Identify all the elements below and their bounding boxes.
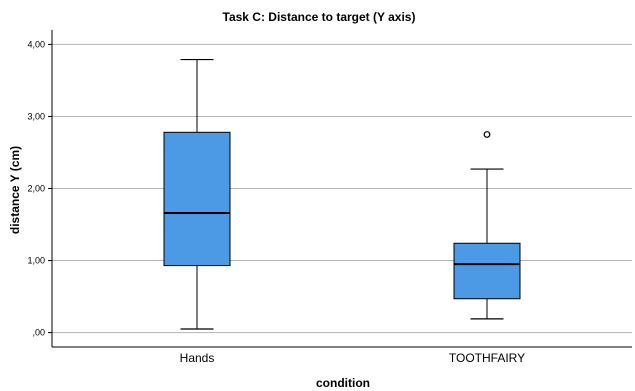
y-tick-label: 1,00 bbox=[27, 256, 45, 266]
box-iqr bbox=[453, 242, 521, 300]
chart-title: Task C: Distance to target (Y axis) bbox=[223, 10, 416, 24]
y-tick-label: 3,00 bbox=[27, 111, 45, 121]
x-category-labels: Hands TOOTHFAIRY bbox=[180, 351, 525, 365]
y-tick-label: 4,00 bbox=[27, 39, 45, 49]
box-group bbox=[453, 131, 521, 320]
box-iqr bbox=[163, 131, 231, 267]
boxes bbox=[163, 58, 521, 330]
x-category-label: TOOTHFAIRY bbox=[449, 351, 525, 365]
outlier-point bbox=[483, 131, 491, 138]
box-group bbox=[163, 58, 231, 330]
y-tick-label: ,00 bbox=[32, 328, 45, 338]
y-tick-label: 2,00 bbox=[27, 184, 45, 194]
x-category-label: Hands bbox=[180, 351, 215, 365]
y-axis-title: distance Y (cm) bbox=[8, 146, 22, 234]
y-tick-labels: ,00 1,00 2,00 3,00 4,00 bbox=[27, 39, 52, 338]
x-axis-title: condition bbox=[316, 376, 370, 390]
gridlines bbox=[52, 43, 632, 334]
